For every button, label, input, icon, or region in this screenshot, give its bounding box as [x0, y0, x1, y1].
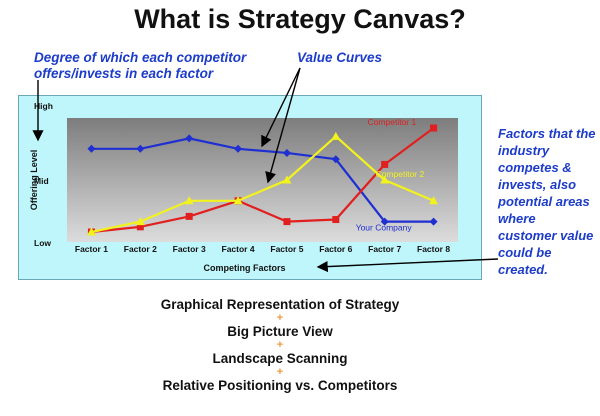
- annotation-factors: Factors that the industry competes & inv…: [498, 126, 596, 277]
- data-point-your-company: [234, 144, 243, 153]
- data-point-competitor-2: [184, 196, 194, 205]
- data-point-competitor-2: [331, 131, 341, 140]
- plus-separator: +: [276, 339, 284, 351]
- data-point-your-company: [87, 144, 96, 153]
- data-point-competitor-1: [332, 216, 340, 224]
- plus-separator: +: [276, 366, 284, 378]
- data-point-your-company: [380, 217, 389, 226]
- data-point-competitor-2: [282, 175, 292, 184]
- y-tick-label: High: [34, 101, 53, 111]
- plus-separator: +: [276, 312, 284, 324]
- step-landscape-scanning: Landscape Scanning: [212, 351, 348, 366]
- series-label-competitor-1: Competitor 1: [368, 117, 417, 127]
- data-point-competitor-1: [185, 212, 193, 220]
- data-point-competitor-2: [86, 227, 96, 236]
- y-axis-title: Offering Level: [29, 150, 39, 211]
- x-axis-title: Competing Factors: [203, 263, 285, 273]
- data-point-competitor-1: [430, 124, 438, 132]
- x-tick-label: Factor 5: [270, 244, 303, 254]
- x-tick-label: Factor 3: [173, 244, 206, 254]
- data-point-competitor-1: [381, 160, 389, 168]
- data-point-your-company: [185, 134, 194, 143]
- x-tick-label: Factor 1: [75, 244, 108, 254]
- step-big-picture: Big Picture View: [227, 324, 333, 339]
- data-point-competitor-2: [380, 175, 390, 184]
- step-relative-positioning: Relative Positioning vs. Competitors: [162, 378, 398, 393]
- series-label-your-company: Your Company: [356, 223, 413, 233]
- step-graphical-representation: Graphical Representation of Strategy: [160, 297, 400, 312]
- data-point-competitor-2: [429, 196, 439, 205]
- strategy-benefits: Graphical Representation of Strategy + B…: [0, 296, 560, 394]
- data-point-your-company: [282, 148, 291, 157]
- x-tick-label: Factor 2: [124, 244, 157, 254]
- data-point-your-company: [429, 217, 438, 226]
- y-tick-label: Mid: [34, 176, 49, 186]
- data-point-your-company: [331, 155, 340, 164]
- x-tick-label: Factor 6: [319, 244, 352, 254]
- arrow-factors: [316, 258, 499, 273]
- series-label-competitor-2: Competitor 2: [376, 169, 425, 179]
- annotation-offering-degree: Degree of which each competitor offers/i…: [34, 50, 247, 81]
- page-title: What is Strategy Canvas?: [134, 4, 466, 34]
- arrow-value-curve-1: [261, 67, 301, 148]
- y-tick-label: Low: [34, 238, 51, 248]
- annotation-value-curves: Value Curves: [297, 50, 383, 65]
- data-point-competitor-1: [136, 223, 144, 231]
- arrow-value-curve-2: [265, 67, 301, 184]
- series-line-competitor-2: [91, 134, 434, 234]
- x-tick-label: Factor 4: [222, 244, 255, 254]
- data-point-competitor-1: [283, 218, 291, 226]
- data-point-competitor-2: [135, 217, 145, 226]
- series-line-your-company: [91, 137, 434, 223]
- data-point-your-company: [136, 144, 145, 153]
- x-tick-label: Factor 8: [417, 244, 450, 254]
- data-point-competitor-2: [233, 196, 243, 205]
- x-tick-label: Factor 7: [368, 244, 401, 254]
